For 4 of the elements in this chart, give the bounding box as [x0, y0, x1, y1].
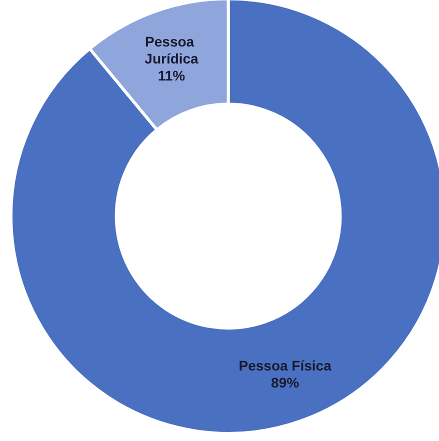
data-label: 89% [271, 374, 300, 390]
data-label: 11% [158, 67, 186, 84]
slice-label: Pessoa Física [238, 357, 332, 374]
slice-label: Pessoa Jurídica [144, 33, 199, 66]
